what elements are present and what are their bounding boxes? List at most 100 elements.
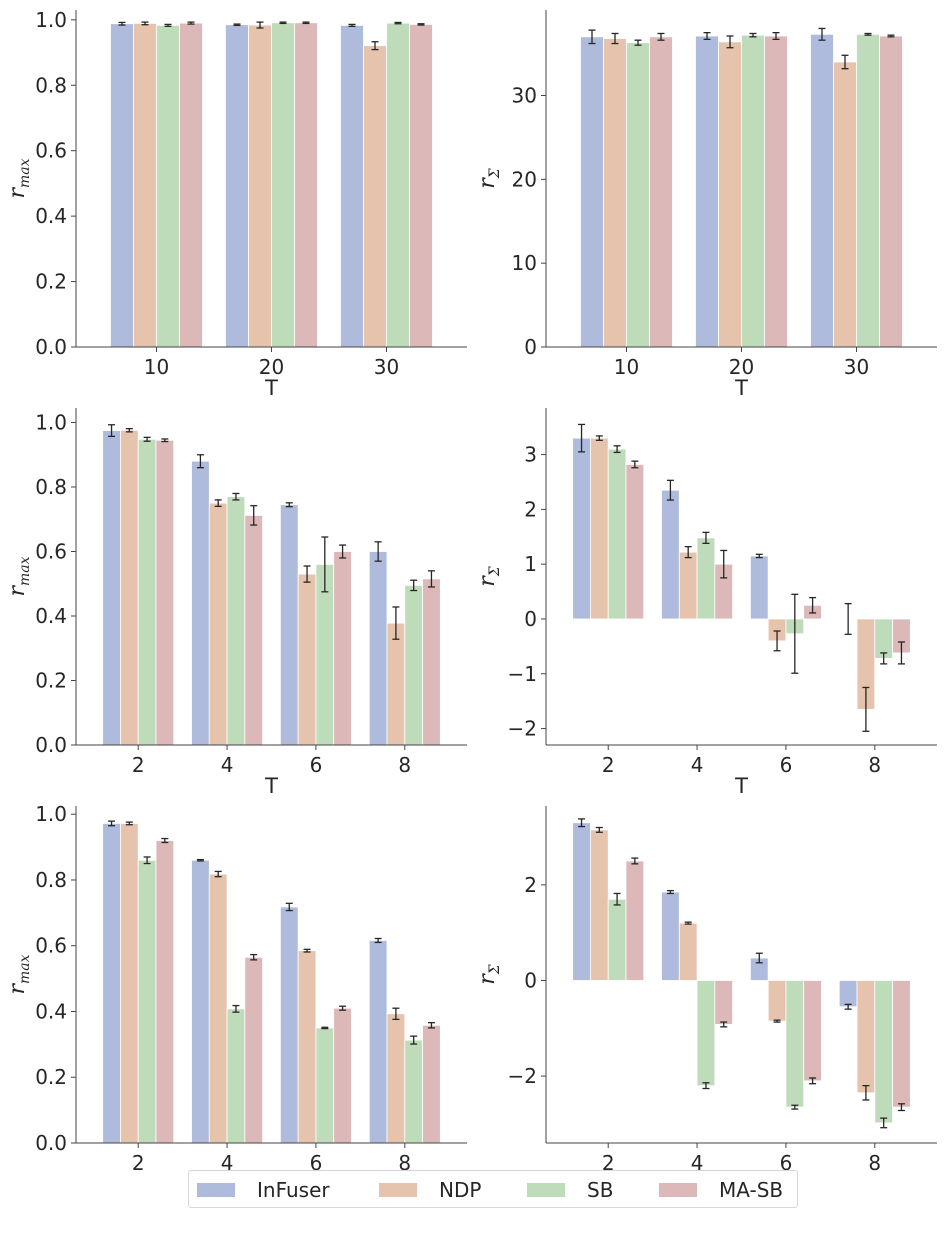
chart-panel-bottom-right: −2022468TrΣ xyxy=(475,806,937,1196)
y-tick-label: 20 xyxy=(512,167,537,191)
legend-label-infuser: InFuser xyxy=(257,1178,330,1202)
y-axis-label-subscript: max xyxy=(17,556,33,586)
bar-infuser-4 xyxy=(661,489,680,620)
bar-sb-8 xyxy=(404,1039,423,1144)
bar-infuser-20 xyxy=(695,35,719,348)
bar-ndp-2 xyxy=(120,823,139,1144)
bar-ndp-20 xyxy=(718,41,742,348)
bar-sb-2 xyxy=(137,438,157,746)
x-tick-label: 30 xyxy=(844,355,869,379)
bar-sb-6 xyxy=(785,980,805,1108)
bar-infuser-20 xyxy=(225,24,249,348)
bar-sb-6 xyxy=(315,1027,335,1144)
bar-ndp-4 xyxy=(678,551,698,620)
bar-sb-4 xyxy=(226,496,246,746)
y-axis-label-subscript: max xyxy=(17,158,33,188)
bar-ma-sb-4 xyxy=(714,980,734,1025)
y-tick-label: −2 xyxy=(508,1064,537,1088)
y-tick-label: 0 xyxy=(524,335,537,359)
x-tick-label: 2 xyxy=(132,1151,145,1175)
bar-ndp-6 xyxy=(297,573,317,746)
x-tick-label: 4 xyxy=(221,753,234,777)
x-tick-label: 8 xyxy=(398,753,411,777)
x-axis-label: T xyxy=(264,376,278,400)
y-axis-label: rΣ xyxy=(475,566,503,587)
bar-infuser-6 xyxy=(279,906,299,1144)
x-tick-label: 8 xyxy=(398,1151,411,1175)
bar-infuser-2 xyxy=(572,437,591,620)
legend-label-ma-sb: MA-SB xyxy=(719,1178,784,1202)
bar-ndp-20 xyxy=(248,24,272,348)
bar-ma-sb-10 xyxy=(179,22,203,348)
bar-ma-sb-10 xyxy=(649,36,673,348)
y-tick-label: 0.2 xyxy=(35,1065,67,1089)
y-tick-label: 0.6 xyxy=(35,139,67,163)
y-tick-label: 2 xyxy=(524,873,537,897)
y-axis-label-subscript: Σ xyxy=(487,566,503,577)
x-tick-label: 4 xyxy=(691,753,704,777)
x-axis-label: T xyxy=(734,774,748,798)
bar-infuser-30 xyxy=(810,33,834,348)
bar-ma-sb-8 xyxy=(892,980,911,1108)
bar-ndp-8 xyxy=(386,1013,406,1144)
bar-infuser-2 xyxy=(572,822,591,981)
y-tick-label: 1 xyxy=(524,552,537,576)
bar-ma-sb-6 xyxy=(333,1007,352,1144)
y-tick-label: 0.2 xyxy=(35,669,67,693)
legend-swatch-ma-sb xyxy=(659,1183,697,1197)
legend-item-sb: SB xyxy=(527,1171,613,1209)
y-axis-label-main: r xyxy=(5,585,30,597)
y-tick-label: 0.6 xyxy=(35,540,67,564)
bar-infuser-4 xyxy=(191,859,210,1144)
bar-infuser-10 xyxy=(580,36,604,348)
bar-ndp-4 xyxy=(208,502,228,746)
bar-ndp-10 xyxy=(133,23,157,348)
x-tick-label: 4 xyxy=(221,1151,234,1175)
y-tick-label: 0 xyxy=(524,607,537,631)
bar-sb-8 xyxy=(404,584,423,746)
y-tick-label: 0.2 xyxy=(35,270,67,294)
y-axis-label: rΣ xyxy=(475,964,503,985)
legend-label-sb: SB xyxy=(587,1178,614,1202)
bar-ma-sb-2 xyxy=(155,840,175,1144)
bar-ma-sb-4 xyxy=(244,956,264,1144)
bar-sb-30 xyxy=(856,33,880,348)
bar-infuser-2 xyxy=(102,823,121,1144)
x-tick-label: 2 xyxy=(132,753,145,777)
bar-sb-8 xyxy=(874,980,893,1124)
bar-ma-sb-6 xyxy=(333,551,352,746)
y-tick-label: 0.8 xyxy=(35,73,67,97)
bar-infuser-4 xyxy=(661,891,680,981)
bar-ndp-30 xyxy=(833,61,857,348)
bar-infuser-2 xyxy=(102,430,121,746)
bar-infuser-8 xyxy=(838,980,858,1008)
y-tick-label: 0.0 xyxy=(35,733,67,757)
legend: InFuser NDP SB MA-SB xyxy=(188,1170,798,1208)
bar-ma-sb-6 xyxy=(803,980,822,1082)
x-tick-label: 10 xyxy=(144,355,169,379)
bar-infuser-30 xyxy=(340,24,364,348)
y-tick-label: 1.0 xyxy=(35,411,67,435)
bar-ndp-2 xyxy=(120,429,139,746)
bar-infuser-4 xyxy=(191,460,210,746)
bar-ma-sb-4 xyxy=(244,514,264,746)
x-tick-label: 30 xyxy=(374,355,399,379)
y-tick-label: 1.0 xyxy=(35,802,67,826)
y-tick-label: 0.4 xyxy=(35,604,67,628)
y-tick-label: 0 xyxy=(524,968,537,992)
chart-panel-middle-right: −2 −1 0 1 2 3 2 4 6 8 TrΣ xyxy=(475,408,937,798)
bar-ndp-4 xyxy=(678,922,698,981)
y-axis-label: rΣ xyxy=(475,168,503,189)
legend-item-ndp: NDP xyxy=(379,1171,481,1209)
x-tick-label: 20 xyxy=(259,355,284,379)
bar-sb-4 xyxy=(696,980,716,1087)
bar-ndp-6 xyxy=(767,980,787,1022)
bar-sb-4 xyxy=(696,537,716,620)
x-tick-label: 4 xyxy=(691,1151,704,1175)
bar-ndp-8 xyxy=(386,622,406,746)
bar-ma-sb-30 xyxy=(409,23,433,348)
chart-panel-top-right: 0 10 20 30 10 20 30 TrΣ xyxy=(475,10,937,400)
bar-sb-10 xyxy=(626,42,650,348)
